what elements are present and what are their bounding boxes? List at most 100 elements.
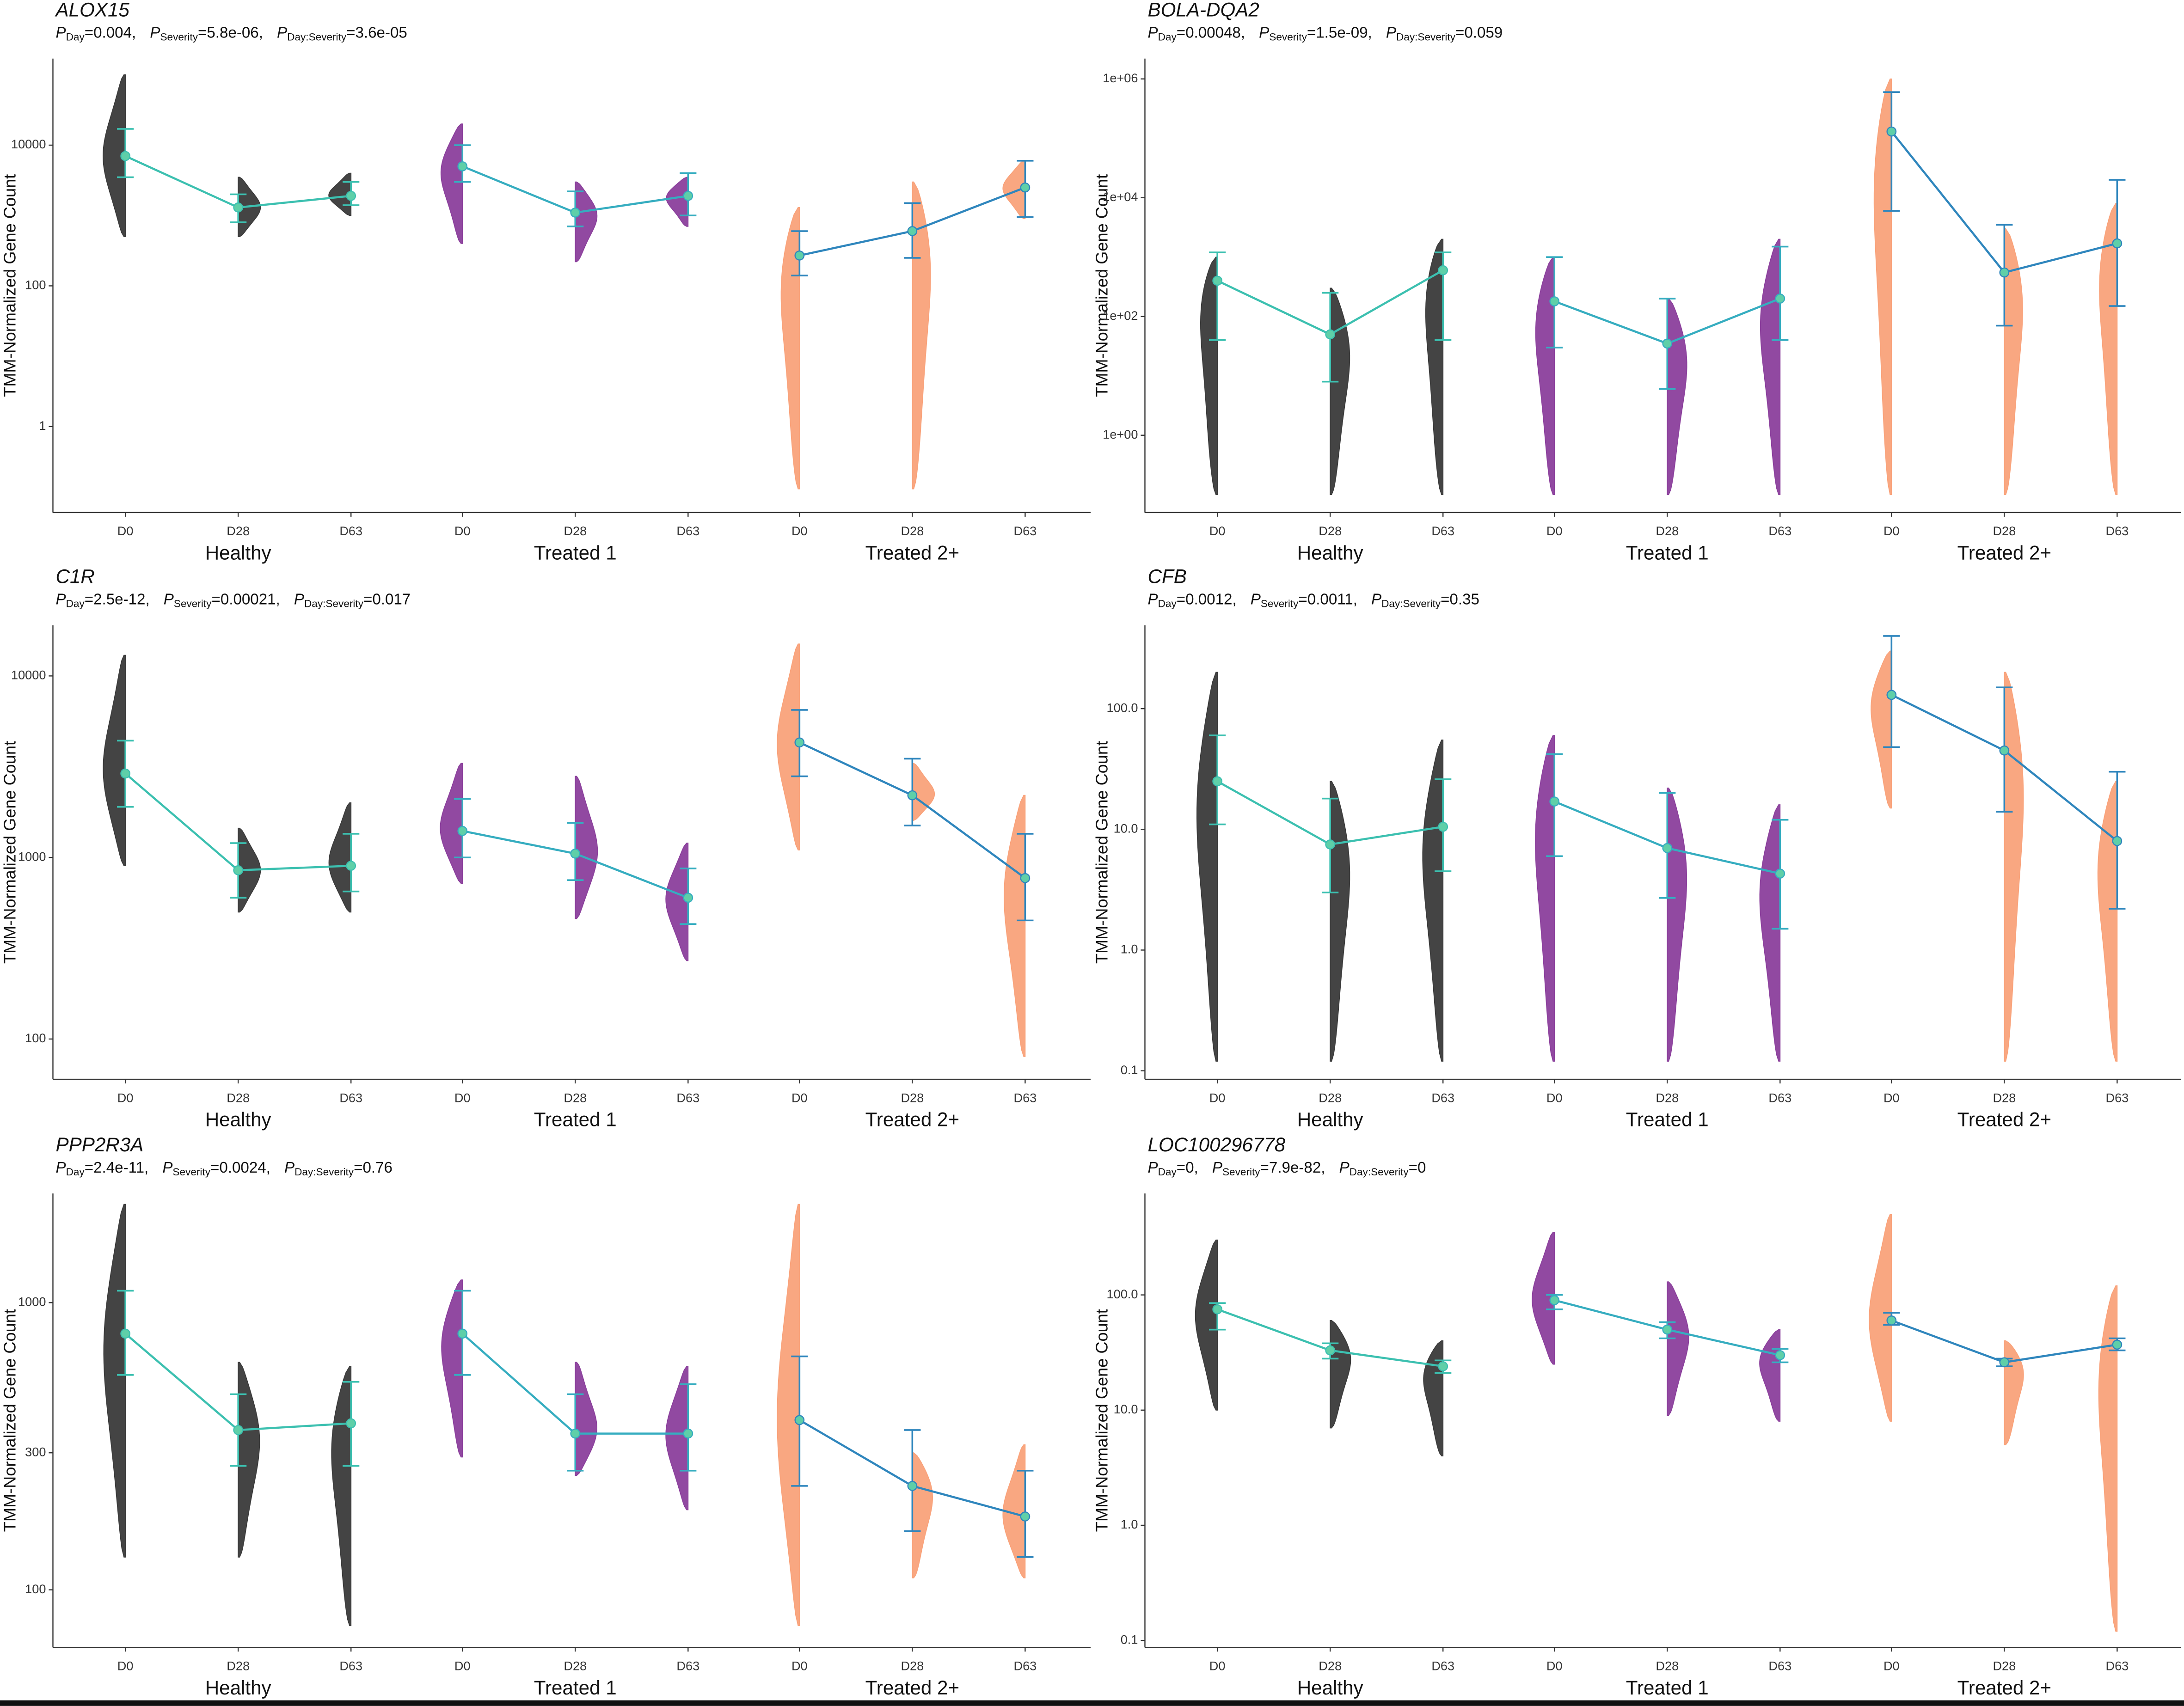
y-axis-label: TMM-Normalized Gene Count [1092,1309,1111,1532]
x-tick-label: D63 [339,1659,362,1673]
y-tick-label: 10.0 [1114,821,1138,835]
y-tick-label: 1.0 [1121,942,1138,956]
mean-point [1325,329,1336,340]
group-label: Treated 2+ [865,1109,959,1131]
mean-point [1212,1304,1222,1315]
x-tick-label: D0 [791,1659,808,1673]
violin [780,207,800,489]
stat-subscript: Severity [1222,1166,1260,1178]
y-tick-label: 10000 [11,137,46,151]
group-label: Healthy [205,1677,271,1699]
bottom-bar [0,1700,2184,1706]
y-tick-label: 300 [25,1444,46,1459]
stat-subscript: Day:Severity [304,598,364,610]
violin [665,1366,689,1510]
x-tick-label: D63 [2106,1659,2129,1673]
x-tick-label: D0 [791,1090,808,1105]
violin [1760,238,1781,495]
stat-subscript: Day:Severity [287,31,347,43]
stat-subscript: Day [66,31,85,43]
y-tick-label: 1000 [18,1294,46,1309]
x-tick-label: D63 [676,1659,699,1673]
mean-point [233,202,244,213]
stat-symbol: P [164,591,174,608]
violin [1667,298,1687,495]
x-tick-label: D63 [676,1090,699,1105]
mean-point [794,737,805,748]
panel-title: BOLA-DQA2 [1148,0,1259,20]
stat-value: =0.0012, [1177,591,1237,608]
violin [1196,672,1218,1062]
mean-point [570,849,581,859]
violin [1535,257,1555,495]
x-tick-label: D63 [1014,1090,1037,1105]
mean-point [1775,294,1785,304]
x-tick-label: D0 [1883,1659,1900,1673]
mean-point [1886,126,1897,137]
x-tick-label: D63 [339,524,362,538]
y-tick-label: 100 [25,1582,46,1596]
group-label: Treated 2+ [1957,1677,2052,1699]
violin [575,776,598,919]
mean-point [683,893,693,903]
y-axis-label: TMM-Normalized Gene Count [0,1309,19,1532]
mean-point [1212,776,1222,787]
violin [1535,735,1555,1062]
y-tick-label: 1e+02 [1103,308,1138,323]
y-tick-label: 100.0 [1107,700,1138,715]
x-tick-label: D63 [2106,524,2129,538]
violin [575,1362,597,1476]
x-tick-label: D0 [1883,1090,1900,1105]
violin [440,123,463,244]
mean-point [457,161,468,171]
stat-value: =0.00021, [211,591,280,608]
group-label: Treated 1 [1626,1109,1709,1131]
y-tick-label: 10.0 [1114,1402,1138,1416]
y-tick-label: 0.1 [1121,1063,1138,1077]
violin [1759,804,1781,1062]
mean-point [1549,296,1560,306]
panel-title: CFB [1148,566,1187,587]
x-tick-label: D63 [1431,524,1454,538]
mean-point [120,151,130,161]
mean-point [1662,1324,1673,1335]
group-label: Treated 1 [534,542,617,563]
group-label: Treated 1 [534,1109,617,1131]
x-tick-label: D0 [1546,1090,1563,1105]
stat-subscript: Day [66,1166,85,1178]
x-tick-label: D0 [1209,524,1226,538]
stat-value: =2.5e-12, [85,591,150,608]
stat-value: =0.017 [363,591,411,608]
mean-point [1020,182,1031,193]
x-tick-label: D63 [2106,1090,2129,1105]
mean-point [1438,1361,1448,1371]
group-label: Healthy [1297,1109,1363,1131]
mean-point [907,1481,918,1491]
stat-value: =0.0024, [210,1159,270,1176]
x-tick-label: D28 [564,524,587,538]
x-tick-label: D63 [1768,1090,1791,1105]
mean-point [346,190,356,201]
violin [1004,795,1026,1057]
violin [440,763,463,884]
group-label: Healthy [1297,542,1363,563]
violin [1667,787,1687,1062]
violin [1423,1340,1444,1456]
y-tick-label: 1.0 [1121,1517,1138,1531]
x-tick-label: D28 [1993,1090,2016,1105]
mean-point [570,1428,581,1439]
panel-stats: PDay=0.0012, PSeverity=0.0011, PDay:Severi… [1148,591,1479,609]
mean-point [1020,1511,1031,1522]
violin [1002,160,1026,220]
stat-value: =0 [1409,1159,1426,1176]
group-label: Treated 2+ [865,542,959,563]
panel-stats: PDay=0.004, PSeverity=5.8e-06, PDay:Severi… [56,24,407,43]
stat-subscript: Day:Severity [294,1166,354,1178]
stat-subscript: Day [1158,31,1177,43]
y-tick-label: 0.1 [1121,1632,1138,1646]
x-tick-label: D63 [1431,1659,1454,1673]
violin [777,643,800,850]
stat-value: =1.5e-09, [1307,24,1372,41]
